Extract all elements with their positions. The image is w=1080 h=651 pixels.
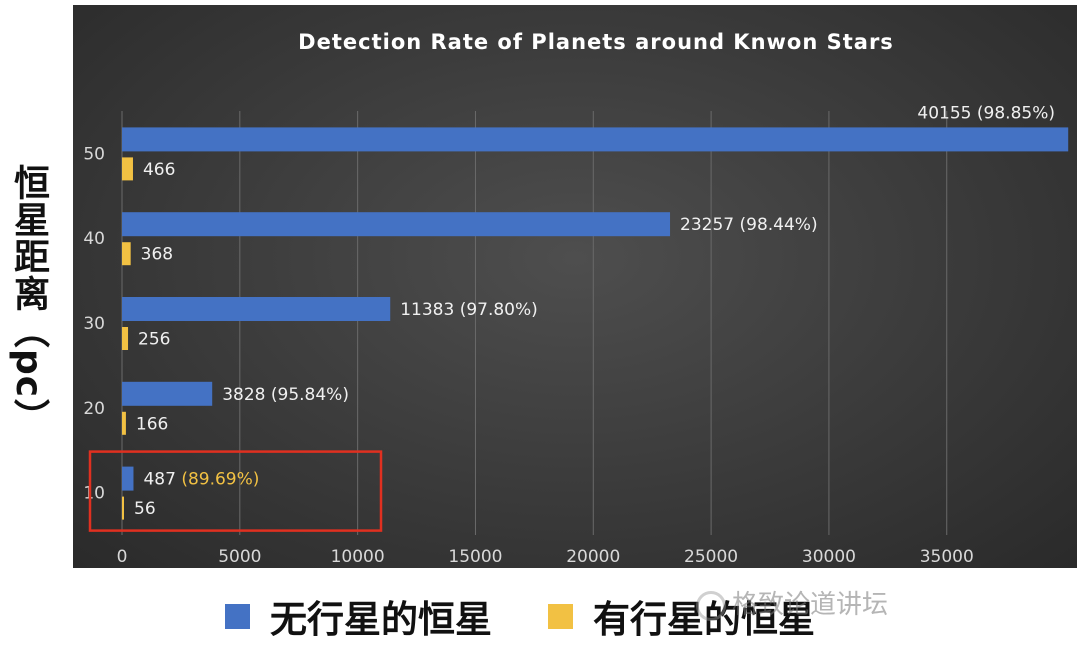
data-label-no-planet: 40155 (98.85%) (917, 103, 1055, 123)
data-label-percent: (97.80%) (460, 300, 538, 320)
y-tick-label: 30 (83, 314, 105, 334)
data-label-no-planet: 23257 (98.44%) (680, 215, 818, 235)
bar-with-planet (122, 327, 129, 350)
x-tick-label: 35000 (920, 547, 974, 567)
x-tick-label: 0 (117, 547, 128, 567)
data-label-value: 11383 (400, 300, 459, 320)
data-label-value: 3828 (222, 385, 271, 405)
data-label-no-planet: 487 (89.69%) (143, 470, 259, 490)
data-label-value: 487 (143, 470, 181, 490)
data-label-with-planet: 256 (138, 330, 170, 350)
wechat-icon (696, 590, 726, 621)
y-axis-label: 恒星距离（pc） (8, 164, 49, 436)
legend-item-no-planet: 无行星的恒星 (225, 589, 492, 643)
x-tick-label: 30000 (802, 547, 856, 567)
bar-with-planet (122, 411, 126, 435)
x-tick-label: 10000 (331, 547, 385, 567)
x-tick-label: 20000 (566, 547, 620, 567)
bar-no-planet (122, 212, 671, 237)
watermark-text: 格致论道讲坛 (732, 590, 889, 620)
y-tick-label: 40 (83, 229, 105, 249)
y-tick-label: 50 (83, 144, 105, 164)
data-label-value: 40155 (917, 103, 976, 123)
data-label-with-planet: 166 (136, 414, 168, 434)
data-label-value: 23257 (680, 215, 739, 235)
bar-with-planet (122, 496, 124, 520)
legend-swatch-yellow (548, 603, 573, 629)
y-tick-label: 20 (83, 399, 105, 419)
data-label-percent: (95.84%) (271, 385, 349, 405)
data-label-percent: (98.85%) (977, 103, 1055, 123)
legend-label-no-planet: 无行星的恒星 (270, 598, 492, 641)
watermark: 格致论道讲坛 (696, 585, 888, 625)
x-tick-label: 25000 (684, 547, 738, 567)
data-label-percent: (89.69%) (181, 470, 259, 490)
data-label-no-planet: 3828 (95.84%) (222, 385, 349, 405)
x-tick-label: 15000 (448, 547, 502, 567)
bar-with-planet (122, 157, 133, 181)
data-label-with-planet: 56 (134, 499, 156, 519)
bar-no-planet (122, 466, 134, 491)
bar-no-planet (122, 297, 391, 321)
data-label-with-planet: 466 (143, 160, 175, 180)
data-label-no-planet: 11383 (97.80%) (400, 300, 538, 320)
bar-chart: Detection Rate of Planets around Knwon S… (83, 30, 1069, 567)
bar-no-planet (122, 381, 213, 406)
legend: 无行星的恒星 有行星的恒星 (225, 588, 925, 644)
y-tick-label: 10 (83, 484, 105, 504)
highlight-box (88, 450, 383, 532)
x-tick-label: 5000 (218, 547, 261, 567)
data-label-percent: (98.44%) (740, 215, 818, 235)
data-label-with-planet: 368 (141, 245, 173, 265)
legend-swatch-blue (225, 603, 250, 629)
chart-title: Detection Rate of Planets around Knwon S… (298, 30, 894, 54)
bar-with-planet (122, 242, 131, 266)
chart-panel: Detection Rate of Planets around Knwon S… (73, 5, 1077, 568)
bar-no-planet (122, 127, 1069, 152)
